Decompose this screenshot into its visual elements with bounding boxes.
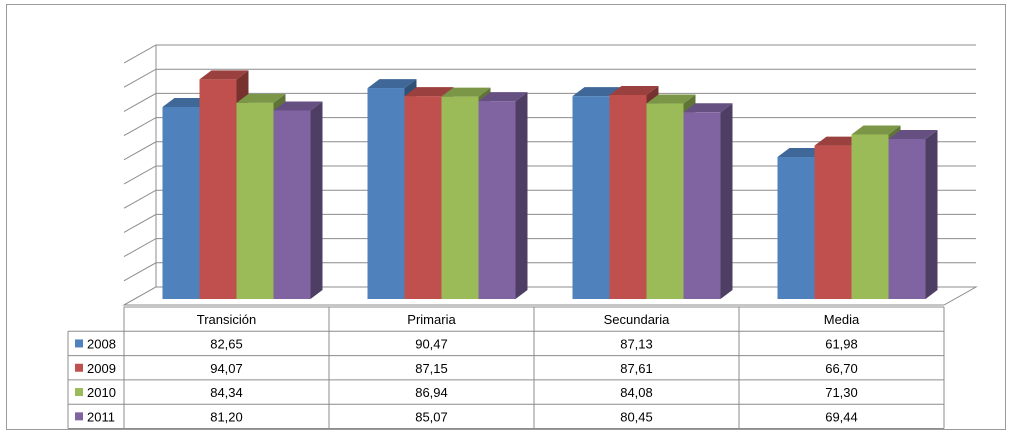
bar-front	[851, 134, 889, 299]
data-label: 80,45	[620, 409, 653, 424]
bar-front	[572, 96, 610, 299]
bar-top	[404, 87, 454, 97]
bar-side	[925, 129, 938, 299]
legend-label-2010: 2010	[87, 385, 116, 400]
bar-front	[683, 112, 721, 299]
bar-top	[572, 87, 622, 97]
legend-label-2011: 2011	[87, 409, 115, 424]
bar-front	[273, 110, 311, 299]
bars	[162, 70, 938, 300]
legend-label-2008: 2008	[87, 336, 116, 351]
bar-top	[888, 129, 938, 139]
bar-front	[404, 96, 442, 299]
data-label: 86,94	[415, 385, 448, 400]
bar-front	[162, 106, 200, 299]
legend-key-2009	[75, 363, 83, 372]
bar-top	[236, 93, 286, 103]
data-label: 87,61	[620, 361, 653, 376]
data-label: 71,30	[825, 385, 858, 400]
bar-top	[367, 79, 417, 89]
legend-key-2008	[75, 339, 83, 348]
bar-front	[888, 138, 926, 299]
bar-front	[646, 103, 684, 299]
data-label: 87,15	[415, 361, 448, 376]
data-label: 61,98	[825, 336, 858, 351]
bar-top	[777, 148, 827, 158]
bar-top	[851, 125, 901, 135]
data-label: 85,07	[415, 409, 448, 424]
bar-top	[478, 92, 528, 102]
data-label: 94,07	[210, 361, 243, 376]
bar-2011-primaria	[478, 92, 528, 299]
bar-side	[515, 92, 528, 299]
category-label: Primaria	[407, 312, 456, 327]
data-label: 90,47	[415, 336, 448, 351]
bar-front	[367, 88, 405, 300]
legend-label-2009: 2009	[87, 361, 116, 376]
legend-key-2011	[75, 412, 83, 421]
bar-side	[310, 101, 323, 299]
bar-top	[162, 97, 212, 107]
data-label: 81,20	[210, 409, 243, 424]
gridline	[123, 68, 976, 88]
floor	[122, 286, 978, 306]
bar-top	[441, 87, 491, 97]
bar-front	[236, 102, 274, 299]
bar-front	[441, 96, 479, 300]
bar-2011-media	[888, 129, 938, 299]
bar-2011-transición	[273, 101, 323, 299]
data-label: 66,70	[825, 361, 858, 376]
data-table: Transición Primaria Secundaria Media 2008 82,…	[67, 306, 945, 429]
bar-top	[609, 85, 659, 95]
category-label: Transición	[197, 312, 256, 327]
data-label: 82,65	[210, 336, 243, 351]
bar-side	[720, 103, 733, 299]
bar-top	[199, 70, 249, 80]
category-label: Media	[824, 312, 860, 327]
bar-front	[478, 101, 516, 299]
bar-2011-secundaria	[683, 103, 733, 299]
data-label: 84,34	[210, 385, 243, 400]
bar-front	[609, 94, 647, 300]
legend-key-2010	[75, 388, 83, 397]
data-label: 69,44	[825, 409, 858, 424]
gridline	[123, 44, 976, 64]
data-label: 87,13	[620, 336, 653, 351]
bar-top	[646, 94, 696, 104]
bar-top	[273, 101, 323, 111]
bar-top	[814, 136, 864, 146]
bar-front	[199, 79, 237, 299]
bar-top	[683, 103, 733, 113]
bar-front	[814, 145, 852, 299]
bar-front	[777, 157, 815, 299]
category-label: Secundaria	[604, 312, 671, 327]
data-label: 84,08	[620, 385, 653, 400]
